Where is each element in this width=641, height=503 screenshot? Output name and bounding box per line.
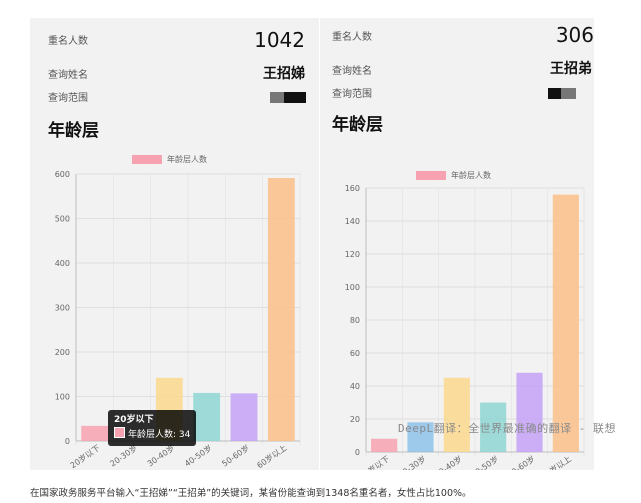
left-result-panel: 重名人数 1042 查询姓名 王招娣 查询范围 年龄层 年龄层人数 0 100 200… — [30, 18, 319, 470]
redacted-range-block — [548, 88, 561, 99]
redacted-range-block — [561, 88, 576, 99]
range-label: 查询范围 — [48, 93, 88, 104]
section-title: 年龄层 — [332, 115, 383, 135]
chart-legend: 年龄层人数 — [132, 154, 207, 164]
range-label: 查询范围 — [332, 89, 372, 100]
bar — [407, 422, 434, 452]
count-value: 1042 — [254, 28, 305, 52]
y-tick-label: 0 — [355, 448, 360, 457]
x-tick-label: 20岁以下 — [68, 442, 102, 470]
y-tick-label: 0 — [65, 437, 70, 446]
bar — [371, 438, 398, 452]
legend-label: 年龄层人数 — [451, 170, 491, 180]
bar — [552, 194, 579, 452]
name-value: 王招娣 — [263, 66, 305, 82]
y-tick-label: 100 — [55, 393, 70, 402]
age-bar-chart-right: 年龄层人数 0 20 40 60 80 100 120 140 160 20岁以下 20-30岁 30-… — [345, 170, 585, 470]
bar — [480, 402, 507, 452]
x-tick-label: 40-50岁 — [182, 442, 213, 468]
y-tick-label: 400 — [55, 259, 70, 268]
y-tick-label: 100 — [345, 283, 360, 292]
bar — [267, 178, 295, 441]
legend-swatch — [416, 171, 446, 180]
bar — [193, 392, 221, 441]
x-tick-label: 30-40岁 — [433, 453, 464, 470]
x-tick-label: 20-30岁 — [108, 442, 139, 468]
redacted-range-block — [270, 92, 284, 103]
count-label: 重名人数 — [48, 36, 88, 47]
name-label: 查询姓名 — [332, 66, 372, 77]
chart-tooltip: 20岁以下 年龄层人数: 34 — [108, 410, 197, 446]
bar — [516, 372, 543, 452]
bar — [81, 425, 109, 441]
legend-swatch — [132, 155, 162, 164]
tooltip-value: 年龄层人数: 34 — [128, 430, 191, 440]
y-tick-label: 20 — [350, 415, 360, 424]
legend-label: 年龄层人数 — [167, 154, 207, 164]
x-tick-label: 60岁以上 — [539, 453, 573, 470]
y-tick-label: 40 — [350, 382, 360, 391]
y-tick-label: 80 — [350, 316, 360, 325]
tooltip-swatch — [114, 427, 125, 438]
tooltip-title: 20岁以下 — [114, 415, 154, 425]
y-tick-label: 140 — [345, 217, 360, 226]
y-tick-label: 300 — [55, 304, 70, 313]
redacted-range-block — [284, 92, 306, 103]
x-tick-label: 60岁以上 — [255, 442, 289, 470]
y-tick-label: 200 — [55, 348, 70, 357]
x-tick-label: 50-60岁 — [505, 453, 536, 470]
bar — [443, 377, 470, 452]
y-tick-label: 120 — [345, 250, 360, 259]
x-tick-label: 50-60岁 — [220, 442, 251, 468]
image-caption: 在国家政务服务平台输入“王招娣”“王招弟”的关键词，某省份能查询到1348名重名… — [30, 488, 472, 499]
y-tick-label: 600 — [55, 170, 70, 179]
right-result-panel: 重名人数 306 查询姓名 王招弟 查询范围 年龄层 年龄层人数 0 20 40 60 8… — [320, 18, 594, 470]
y-tick-label: 60 — [350, 349, 360, 358]
y-tick-label: 500 — [55, 215, 70, 224]
chart-legend: 年龄层人数 — [416, 170, 491, 180]
section-title: 年龄层 — [48, 121, 99, 141]
name-label: 查询姓名 — [48, 70, 88, 81]
x-tick-label: 20岁以下 — [358, 453, 392, 470]
bar — [230, 393, 258, 441]
x-tick-label: 40-50岁 — [469, 453, 500, 470]
x-tick-label: 30-40岁 — [145, 442, 176, 468]
y-tick-label: 160 — [345, 184, 360, 193]
name-value: 王招弟 — [550, 61, 592, 77]
x-tick-label: 20-30岁 — [396, 453, 427, 470]
translation-watermark: DeepL翻译：全世界最准确的翻译 - 联想 — [398, 422, 616, 435]
count-label: 重名人数 — [332, 32, 372, 43]
count-value: 306 — [555, 23, 594, 47]
